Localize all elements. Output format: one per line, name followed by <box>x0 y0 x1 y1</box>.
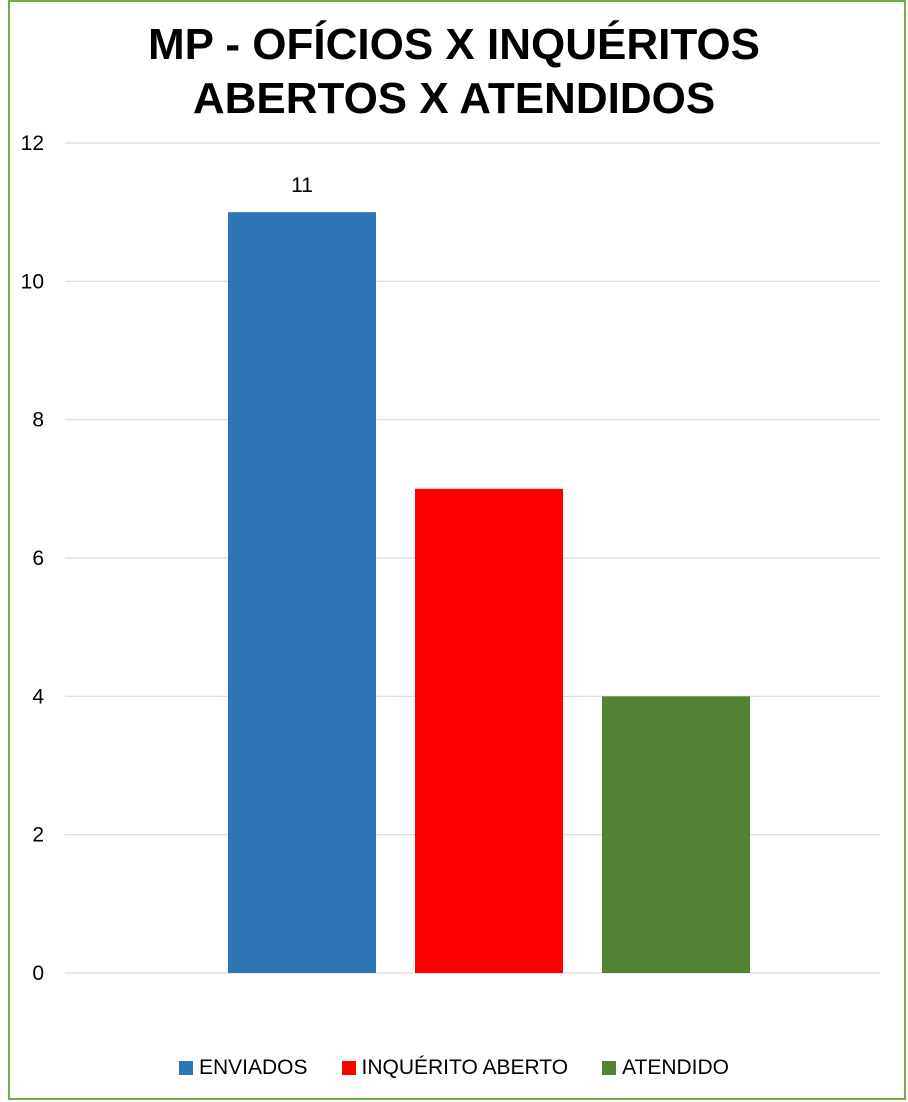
legend-item: ATENDIDO <box>602 1056 729 1080</box>
chart-title: MP - OFÍCIOS X INQUÉRITOS ABERTOS X ATEN… <box>0 18 908 126</box>
legend-swatch <box>178 1061 193 1075</box>
y-tick-label: 2 <box>32 824 44 847</box>
legend-swatch <box>602 1061 617 1075</box>
legend-label: ENVIADOS <box>198 1056 308 1079</box>
y-tick-label: 0 <box>32 962 44 985</box>
data-label: 11 <box>291 174 313 197</box>
legend-item: ENVIADOS <box>178 1056 308 1080</box>
legend-swatch <box>341 1061 356 1075</box>
y-tick-label: 4 <box>32 685 44 708</box>
y-tick-label: 10 <box>21 270 44 293</box>
legend-label: ATENDIDO <box>622 1056 730 1079</box>
chart-title-line-2: ABERTOS X ATENDIDOS <box>192 74 716 123</box>
bar-inqu-rito-aberto <box>415 488 563 973</box>
legend-label: INQUÉRITO ABERTO <box>361 1056 569 1079</box>
bar-atendido <box>602 696 750 973</box>
y-tick-label: 6 <box>32 547 44 570</box>
chart-title-line-1: MP - OFÍCIOS X INQUÉRITOS <box>147 20 760 69</box>
y-tick-label: 8 <box>32 409 44 432</box>
legend-item: INQUÉRITO ABERTO <box>341 1056 569 1080</box>
bar-enviados <box>228 212 376 973</box>
chart-legend: ENVIADOS INQUÉRITO ABERTO ATENDIDO <box>0 1056 908 1080</box>
y-tick-label: 12 <box>21 132 44 155</box>
